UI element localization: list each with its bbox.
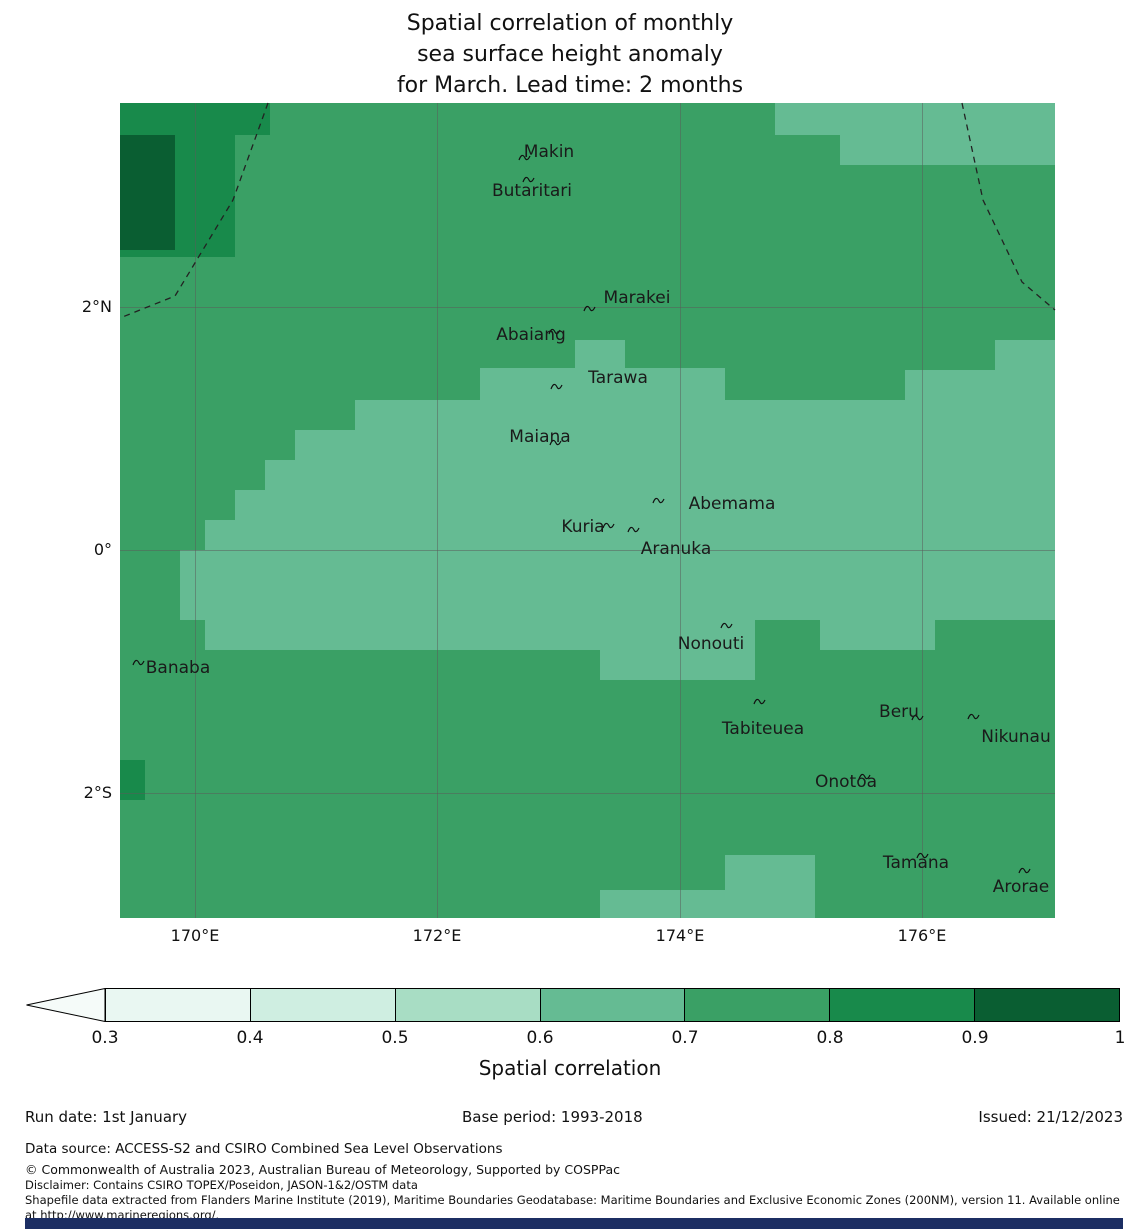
map-region-0.6-0.7 — [725, 855, 815, 890]
island-label-beru: Beru — [879, 702, 919, 722]
map-region-0.6-0.7 — [820, 620, 935, 650]
gridline-longitude — [437, 103, 438, 918]
gridline-latitude — [120, 793, 1055, 794]
colorbar-segment-0.4 — [249, 989, 395, 1021]
x-tick-label: 170°E — [170, 926, 220, 945]
island-mark-banaba — [132, 659, 145, 666]
data-source-text: Data source: ACCESS-S2 and CSIRO Combine… — [25, 1141, 503, 1157]
island-label-kuria: Kuria — [561, 517, 605, 537]
run-date-text: Run date: 1st January — [25, 1108, 188, 1126]
map-region-0.6-0.7 — [235, 490, 1055, 520]
colorbar-underflow-arrow — [26, 988, 106, 1022]
map-region-0.6-0.7 — [600, 890, 815, 918]
island-label-nikunau: Nikunau — [981, 727, 1051, 747]
x-tick-label: 174°E — [655, 926, 705, 945]
colorbar-segment-0.9 — [974, 989, 1120, 1021]
map-region-0.6-0.7 — [575, 340, 625, 370]
gridline-latitude — [120, 307, 1055, 308]
correlation-map: Makin Butaritari Marakei Abaiang Tarawa Maian… — [119, 102, 1056, 918]
island-label-butaritari: Butaritari — [491, 181, 573, 201]
chart-title: Spatial correlation of monthly sea surfa… — [0, 8, 1140, 101]
colorbar-segment-0.3 — [106, 989, 250, 1021]
colorbar-segment-0.7 — [684, 989, 830, 1021]
island-mark-nikunau — [967, 713, 980, 720]
colorbar-segment-0.8 — [829, 989, 975, 1021]
map-region-0.6-0.7 — [205, 620, 755, 650]
colorbar-tick-label: 0.8 — [816, 1028, 844, 1048]
map-region-0.6-0.7 — [265, 460, 1055, 490]
map-region-0.6-0.7 — [840, 135, 1055, 165]
chart-title-line1: Spatial correlation of monthly — [406, 11, 734, 36]
issued-date-text: Issued: 21/12/2023 — [978, 1108, 1123, 1126]
map-region-0.8-0.9 — [120, 760, 145, 800]
island-label-marakei: Marakei — [603, 288, 671, 308]
base-period-text: Base period: 1993-2018 — [462, 1108, 643, 1126]
map-region-0.6-0.7 — [205, 520, 1055, 550]
colorbar — [105, 988, 1120, 1022]
y-tick-label: 2°S — [83, 783, 112, 802]
colorbar-tick-label: 0.3 — [91, 1028, 119, 1048]
map-region-0.9-1.0 — [120, 135, 175, 250]
copyright-text: © Commonwealth of Australia 2023, Austra… — [25, 1162, 620, 1177]
island-mark-tabiteuea — [753, 698, 766, 705]
map-region-0.6-0.7 — [180, 550, 1055, 620]
map-region-0.6-0.7 — [355, 400, 1055, 430]
island-label-nonouti: Nonouti — [677, 634, 745, 654]
colorbar-tick-label: 0.6 — [526, 1028, 554, 1048]
chart-title-line3: for March. Lead time: 2 months — [396, 73, 744, 98]
colorbar-segment-0.6 — [539, 989, 685, 1021]
island-label-aranuka: Aranuka — [640, 539, 712, 559]
gridline-longitude — [922, 103, 923, 918]
map-region-0.6-0.7 — [295, 430, 1055, 460]
gridline-latitude — [120, 550, 1055, 551]
island-label-tamana: Tamana — [882, 853, 950, 873]
island-label-banaba: Banaba — [145, 658, 211, 678]
island-label-tarawa: Tarawa — [588, 368, 648, 388]
x-tick-label: 172°E — [412, 926, 462, 945]
map-region-0.6-0.7 — [905, 370, 1055, 400]
island-label-abemama: Abemama — [688, 494, 776, 514]
gridline-longitude — [680, 103, 681, 918]
colorbar-tick-label: 0.7 — [671, 1028, 699, 1048]
gridline-longitude — [195, 103, 196, 918]
island-mark-arorae — [1018, 867, 1031, 874]
colorbar-tick-label: 1 — [1114, 1028, 1126, 1048]
map-region-0.6-0.7 — [480, 368, 725, 403]
colorbar-segment-0.5 — [394, 989, 540, 1021]
colorbar-label: Spatial correlation — [478, 1056, 662, 1080]
y-tick-label: 2°N — [81, 297, 112, 316]
chart-title-line2: sea surface height anomaly — [417, 42, 723, 67]
colorbar-tick-label: 0.5 — [381, 1028, 409, 1048]
island-label-tabiteuea: Tabiteuea — [721, 719, 805, 739]
island-label-makin: Makin — [523, 142, 575, 162]
island-label-arorae: Arorae — [992, 877, 1050, 897]
colorbar-tick-label: 0.4 — [236, 1028, 264, 1048]
map-region-0.6-0.7 — [775, 103, 1055, 135]
x-tick-label: 176°E — [897, 926, 947, 945]
disclaimer-text: Disclaimer: Contains CSIRO TOPEX/Poseido… — [25, 1178, 418, 1192]
colorbar-arrow-shape — [26, 988, 106, 1022]
footer-brand-bar — [25, 1218, 1123, 1229]
island-label-abaiang: Abaiang — [496, 325, 566, 345]
y-tick-label: 0° — [93, 540, 112, 559]
map-region-0.6-0.7 — [600, 650, 755, 680]
island-label-maiana: Maiana — [509, 427, 571, 447]
island-label-onotoa: Onotoa — [814, 772, 878, 792]
colorbar-tick-label: 0.9 — [961, 1028, 989, 1048]
